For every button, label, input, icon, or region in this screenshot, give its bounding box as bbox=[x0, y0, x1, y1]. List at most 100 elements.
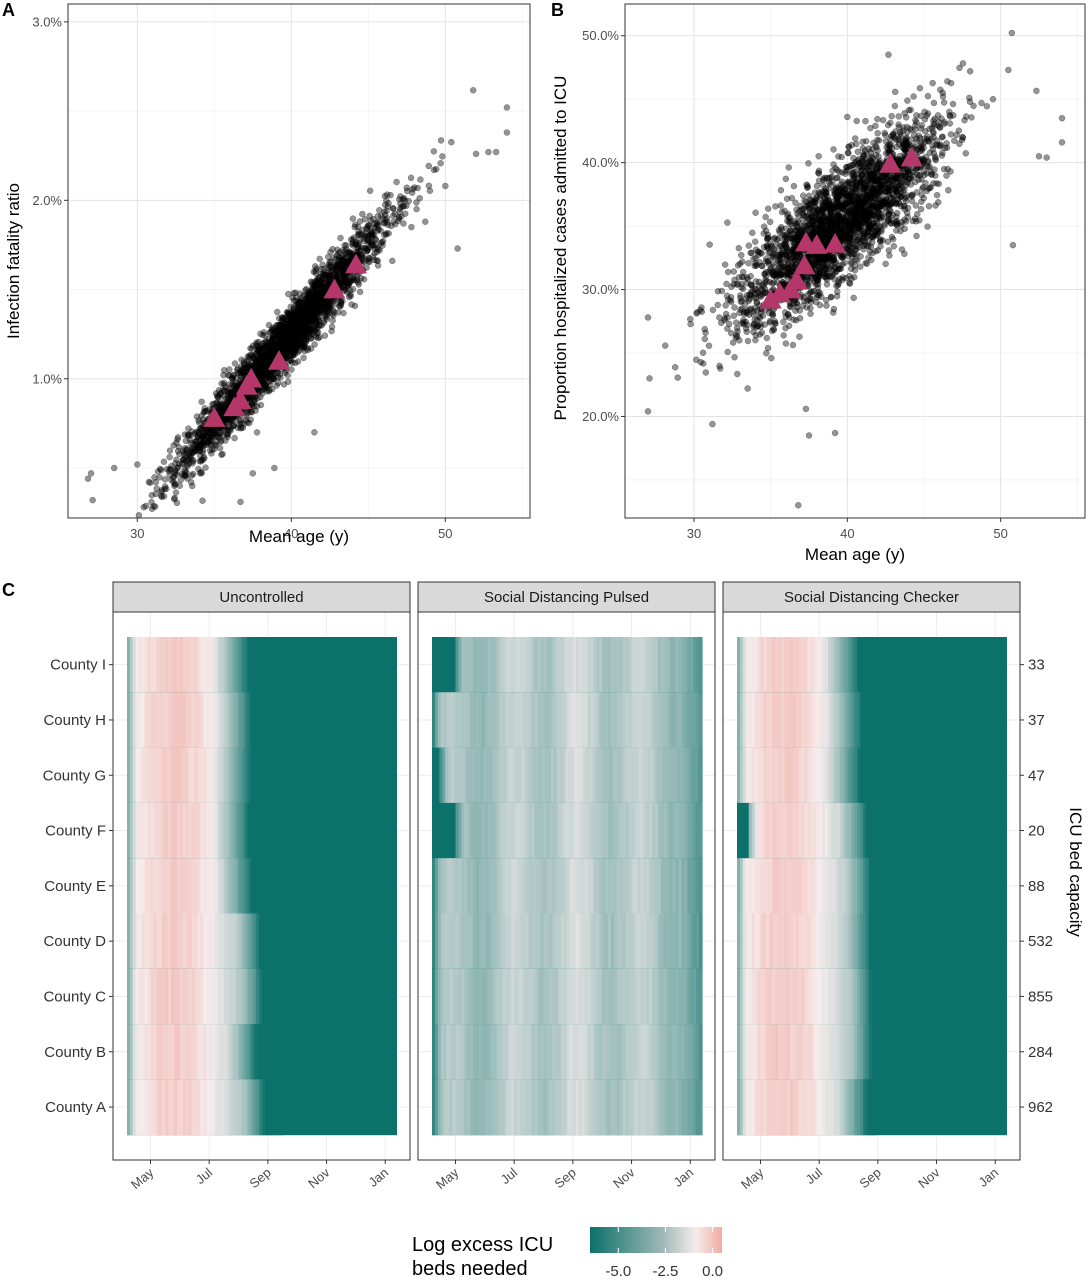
b-cloud-point bbox=[777, 202, 784, 209]
b-cloud-point bbox=[924, 223, 931, 230]
b-cloud-point bbox=[946, 108, 953, 116]
a-cloud-point bbox=[360, 276, 368, 283]
a-cloud-point bbox=[312, 309, 320, 316]
b-cloud-point bbox=[738, 251, 745, 259]
a-cloud-point bbox=[341, 242, 348, 249]
a-cloud-point bbox=[385, 200, 392, 207]
b-cloud-point bbox=[885, 247, 893, 254]
b-cloud-point bbox=[789, 341, 797, 349]
a-cloud-point bbox=[281, 344, 288, 352]
b-cloud-point bbox=[778, 208, 786, 216]
a-cloud-point bbox=[140, 504, 147, 511]
a-cloud-point bbox=[173, 456, 180, 463]
a-cloud-point bbox=[417, 176, 424, 183]
b-cloud-point bbox=[724, 219, 731, 226]
a-cloud-point bbox=[319, 286, 326, 294]
b-cloud-point bbox=[882, 260, 889, 268]
a-cloud-point bbox=[303, 285, 310, 293]
a-cloud-point bbox=[261, 384, 268, 392]
b-cloud-point bbox=[706, 241, 713, 248]
a-cloud-point bbox=[399, 203, 407, 210]
a-cloud-point bbox=[253, 429, 261, 436]
b-cloud-point bbox=[730, 268, 737, 275]
a-cloud-point bbox=[260, 355, 267, 362]
b-cloud-point bbox=[913, 232, 920, 240]
b-cloud-point bbox=[862, 259, 869, 267]
b-cloud-point bbox=[837, 252, 844, 259]
a-point bbox=[89, 496, 96, 504]
a-cloud-point bbox=[287, 343, 294, 350]
a-cloud-point bbox=[247, 416, 254, 423]
b-cloud-point bbox=[822, 189, 830, 196]
b-cloud-point bbox=[782, 175, 790, 183]
b-cloud-point bbox=[850, 154, 857, 162]
b-cloud-point bbox=[872, 122, 879, 130]
b-cloud-point bbox=[888, 112, 895, 120]
b-cloud-point bbox=[916, 85, 924, 92]
b-cloud-point bbox=[886, 147, 894, 155]
b-cloud-point bbox=[853, 140, 860, 148]
b-cloud-point bbox=[925, 185, 932, 192]
b-cloud-point bbox=[758, 329, 766, 336]
a-point bbox=[271, 464, 278, 472]
b-cloud-point bbox=[956, 140, 963, 148]
b-cloud-point bbox=[851, 230, 858, 237]
a-cloud-point bbox=[312, 333, 320, 341]
b-cloud-point bbox=[823, 302, 830, 309]
a-cloud-point bbox=[217, 438, 224, 446]
a-cloud-point bbox=[199, 456, 206, 464]
b-cloud-point bbox=[907, 106, 914, 114]
a-cloud-point bbox=[390, 218, 397, 225]
a-point bbox=[454, 245, 461, 252]
a-x-tick-label: 50 bbox=[438, 526, 452, 541]
a-cloud-point bbox=[253, 341, 260, 348]
b-cloud-point bbox=[783, 236, 790, 244]
a-cloud-point bbox=[220, 379, 228, 387]
a-cloud-point bbox=[189, 482, 196, 490]
b-cloud-point bbox=[714, 301, 721, 309]
b-cloud-point bbox=[662, 342, 669, 349]
a-cloud-point bbox=[170, 478, 177, 486]
b-cloud-point bbox=[736, 260, 744, 268]
b-cloud-point bbox=[874, 115, 881, 123]
b-cloud-point bbox=[895, 113, 902, 120]
b-cloud-point bbox=[917, 205, 925, 213]
b-cloud-point bbox=[763, 334, 771, 342]
a-point bbox=[408, 223, 415, 231]
a-cloud-point bbox=[318, 296, 325, 303]
a-cloud-point bbox=[363, 248, 371, 255]
a-cloud-point bbox=[163, 485, 170, 492]
b-cloud-point bbox=[918, 176, 925, 183]
b-cloud-point bbox=[834, 174, 841, 181]
b-cloud-point bbox=[939, 133, 946, 140]
b-cloud-point bbox=[924, 92, 932, 100]
b-cloud-point bbox=[815, 153, 822, 160]
a-cloud-point bbox=[340, 262, 347, 270]
b-cloud-point bbox=[735, 244, 743, 252]
b-cloud-point bbox=[889, 131, 897, 138]
a-cloud-point bbox=[285, 290, 292, 298]
panel-letter-b: B bbox=[551, 0, 564, 20]
b-cloud-point bbox=[968, 114, 975, 121]
b-cloud-point bbox=[732, 319, 740, 326]
b-cloud-point bbox=[786, 303, 794, 310]
a-cloud-point bbox=[346, 250, 353, 257]
panel-a-y-tick-labels: 1.0%2.0%3.0% bbox=[32, 14, 68, 386]
b-cloud-point bbox=[892, 88, 899, 96]
b-cloud-point bbox=[933, 191, 941, 199]
b-cloud-point bbox=[785, 164, 792, 171]
panel-a: A 30 40 50 1.0%2.0%3.0% Mean age (y) Infec… bbox=[2, 0, 531, 546]
b-cloud-point bbox=[723, 280, 730, 288]
a-cloud-point bbox=[281, 329, 289, 337]
b-cloud-point bbox=[763, 236, 771, 243]
b-cloud-point bbox=[882, 131, 889, 139]
a-cloud-point bbox=[361, 216, 369, 223]
b-cloud-point bbox=[783, 195, 791, 202]
a-cloud-point bbox=[172, 489, 180, 496]
a-cloud-point bbox=[314, 278, 322, 285]
b-cloud-point bbox=[793, 206, 800, 213]
a-cloud-point bbox=[321, 332, 329, 339]
a-cloud-point bbox=[148, 492, 156, 499]
a-cloud-point bbox=[330, 312, 337, 319]
b-cloud-point bbox=[830, 146, 837, 153]
